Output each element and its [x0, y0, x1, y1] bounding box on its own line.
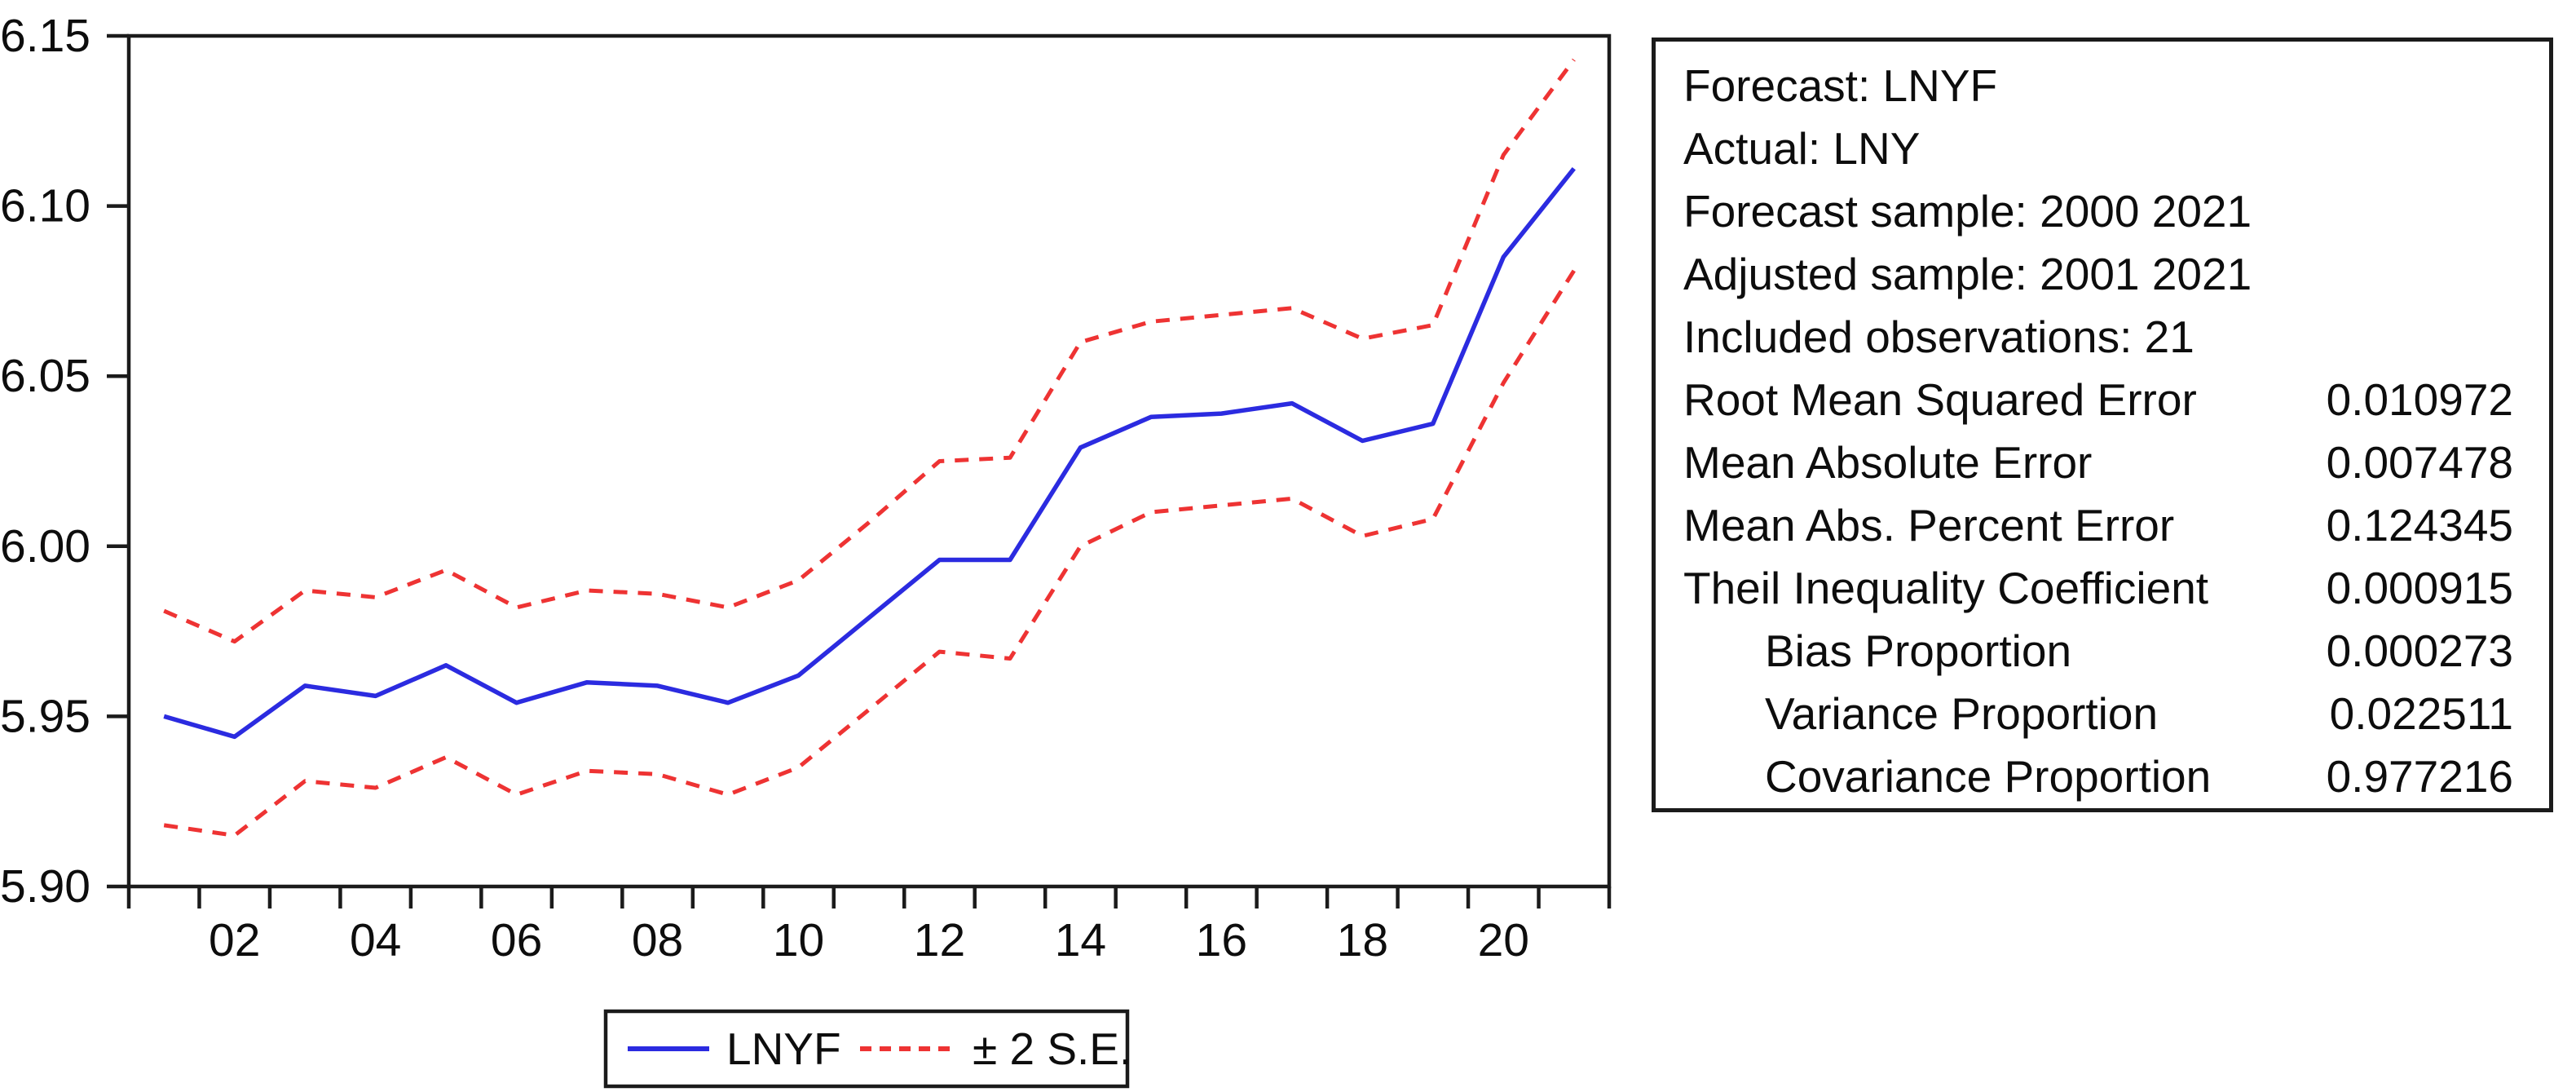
- stats-label: Mean Absolute Error: [1683, 437, 2093, 488]
- x-axis-tick-label: 06: [491, 914, 542, 966]
- x-axis-tick-label: 04: [350, 914, 401, 966]
- lnyf-forecast-line: [163, 166, 1576, 740]
- stats-row: Actual: LNY: [1683, 118, 2513, 179]
- x-axis-tick-label: 10: [773, 914, 824, 966]
- stats-value: 0.000915: [2326, 563, 2513, 613]
- stats-value: 0.007478: [2326, 437, 2513, 488]
- stats-label: Mean Abs. Percent Error: [1683, 500, 2175, 550]
- stats-label: Root Mean Squared Error: [1683, 374, 2197, 425]
- x-axis-tick-label: 12: [914, 914, 965, 966]
- stats-value: 0.124345: [2326, 500, 2513, 550]
- x-axis-tick-label: 08: [632, 914, 683, 966]
- x-axis-tick-label: 02: [209, 914, 260, 966]
- legend-2se-label: ± 2 S.E.: [973, 1023, 1131, 1074]
- legend-lnyf-label: LNYF: [726, 1023, 841, 1074]
- y-axis-tick-label: 6.10: [0, 180, 90, 232]
- upper-2se-band-line: [163, 58, 1576, 644]
- x-axis-tick-label: 14: [1055, 914, 1106, 966]
- stats-row: Mean Absolute Error 0.007478: [1683, 432, 2513, 493]
- stats-label: Bias Proportion: [1765, 626, 2072, 676]
- stats-row: Forecast: LNYF: [1683, 55, 2513, 117]
- stats-label: Variance Proportion: [1765, 688, 2159, 739]
- stats-value: 0.010972: [2326, 374, 2513, 425]
- forecast-stats-box: Forecast: LNYF Actual: LNY Forecast sample…: [1652, 38, 2553, 812]
- forecast-chart: 6.15 6.10 6.05 6.00 5.95 5.90 02 04 06 08 10 12 14 16…: [0, 10, 1612, 1089]
- y-axis-tick-label: 6.15: [0, 10, 90, 62]
- x-axis-tick-label: 20: [1478, 914, 1529, 966]
- stats-label: Actual: LNY: [1683, 123, 1921, 174]
- lower-2se-band-line: [163, 269, 1576, 838]
- stats-row: Theil Inequality Coefficient 0.000915: [1683, 558, 2513, 619]
- stats-row: Mean Abs. Percent Error 0.124345: [1683, 495, 2513, 556]
- x-axis-tick-label: 18: [1337, 914, 1388, 966]
- stats-label: Theil Inequality Coefficient: [1683, 563, 2209, 613]
- y-axis-tick-label: 5.90: [0, 860, 90, 913]
- stats-value: 0.022511: [2329, 688, 2513, 739]
- stats-label: Included observations: 21: [1683, 312, 2194, 362]
- stats-row: Covariance Proportion 0.977216: [1683, 746, 2513, 807]
- y-axis-tick-label: 6.05: [0, 350, 90, 402]
- stats-label: Forecast: LNYF: [1683, 60, 1998, 111]
- stats-row: Included observations: 21: [1683, 307, 2513, 368]
- stats-row: Bias Proportion 0.000273: [1683, 621, 2513, 682]
- stats-row: Forecast sample: 2000 2021: [1683, 181, 2513, 242]
- y-axis-tick-label: 6.00: [0, 520, 90, 573]
- y-axis-tick-label: 5.95: [0, 690, 90, 742]
- plot-frame: [126, 33, 1612, 889]
- stats-label: Adjusted sample: 2001 2021: [1683, 249, 2252, 299]
- stats-value: 0.000273: [2326, 626, 2513, 676]
- stats-row: Variance Proportion 0.022511: [1683, 683, 2513, 745]
- stats-row: Adjusted sample: 2001 2021: [1683, 244, 2513, 305]
- stats-label: Forecast sample: 2000 2021: [1683, 186, 2252, 237]
- x-axis-tick-label: 16: [1196, 914, 1247, 966]
- stats-row: Root Mean Squared Error 0.010972: [1683, 369, 2513, 431]
- stats-value: 0.977216: [2326, 751, 2513, 802]
- stats-label: Covariance Proportion: [1765, 751, 2212, 802]
